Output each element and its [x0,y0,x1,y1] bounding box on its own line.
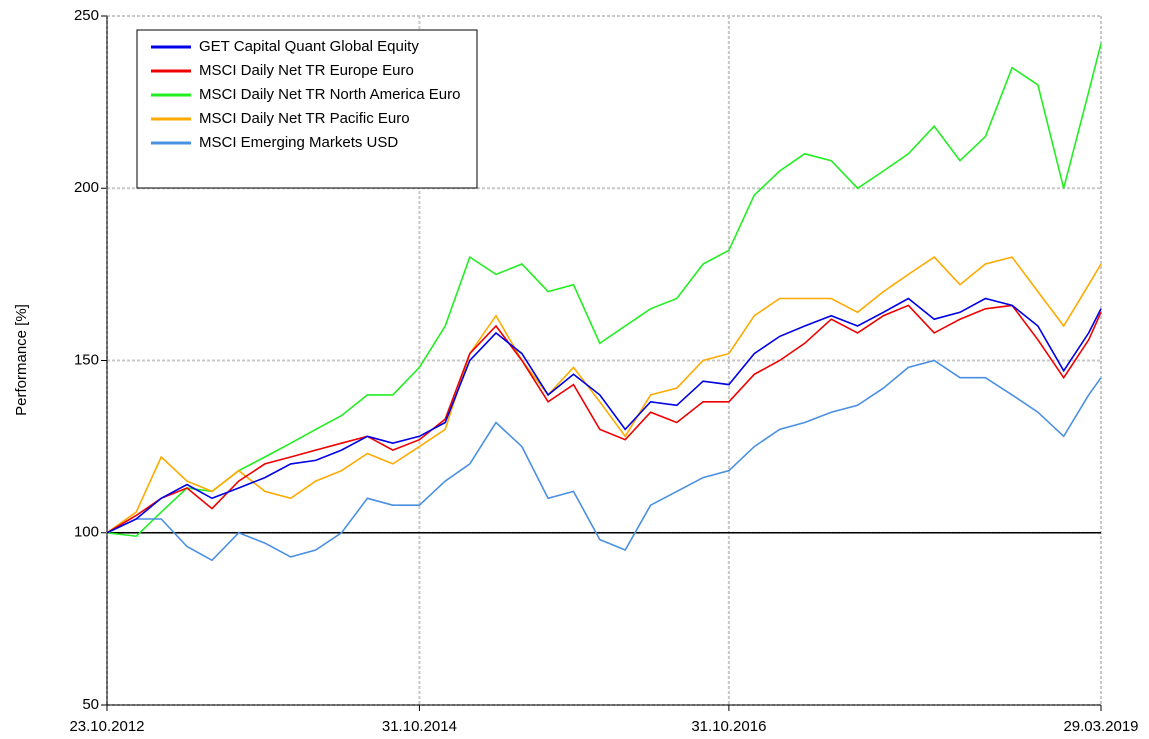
x-tick-label: 31.10.2014 [382,718,457,735]
legend-label: GET Capital Quant Global Equity [199,38,419,55]
series-line [106,359,1102,562]
legend-label: MSCI Emerging Markets USD [199,134,398,151]
x-tick-label: 29.03.2019 [1063,718,1138,735]
series-line [106,43,1102,538]
series-line [106,304,1102,534]
legend-label: MSCI Daily Net TR Pacific Euro [199,110,410,127]
legend-label: MSCI Daily Net TR Europe Euro [199,62,414,79]
y-tick-label: 50 [82,696,99,713]
x-tick-label: 31.10.2016 [691,718,766,735]
y-tick-label: 100 [74,524,99,541]
y-tick-label: 150 [74,351,99,368]
y-tick-label: 250 [74,7,99,24]
y-tick-label: 200 [74,179,99,196]
y-axis-label: Performance [%] [13,304,30,416]
legend-label: MSCI Daily Net TR North America Euro [199,86,460,103]
x-tick-label: 23.10.2012 [69,718,144,735]
legend-box [136,29,478,189]
series-line [106,297,1102,534]
series-line [106,256,1102,534]
